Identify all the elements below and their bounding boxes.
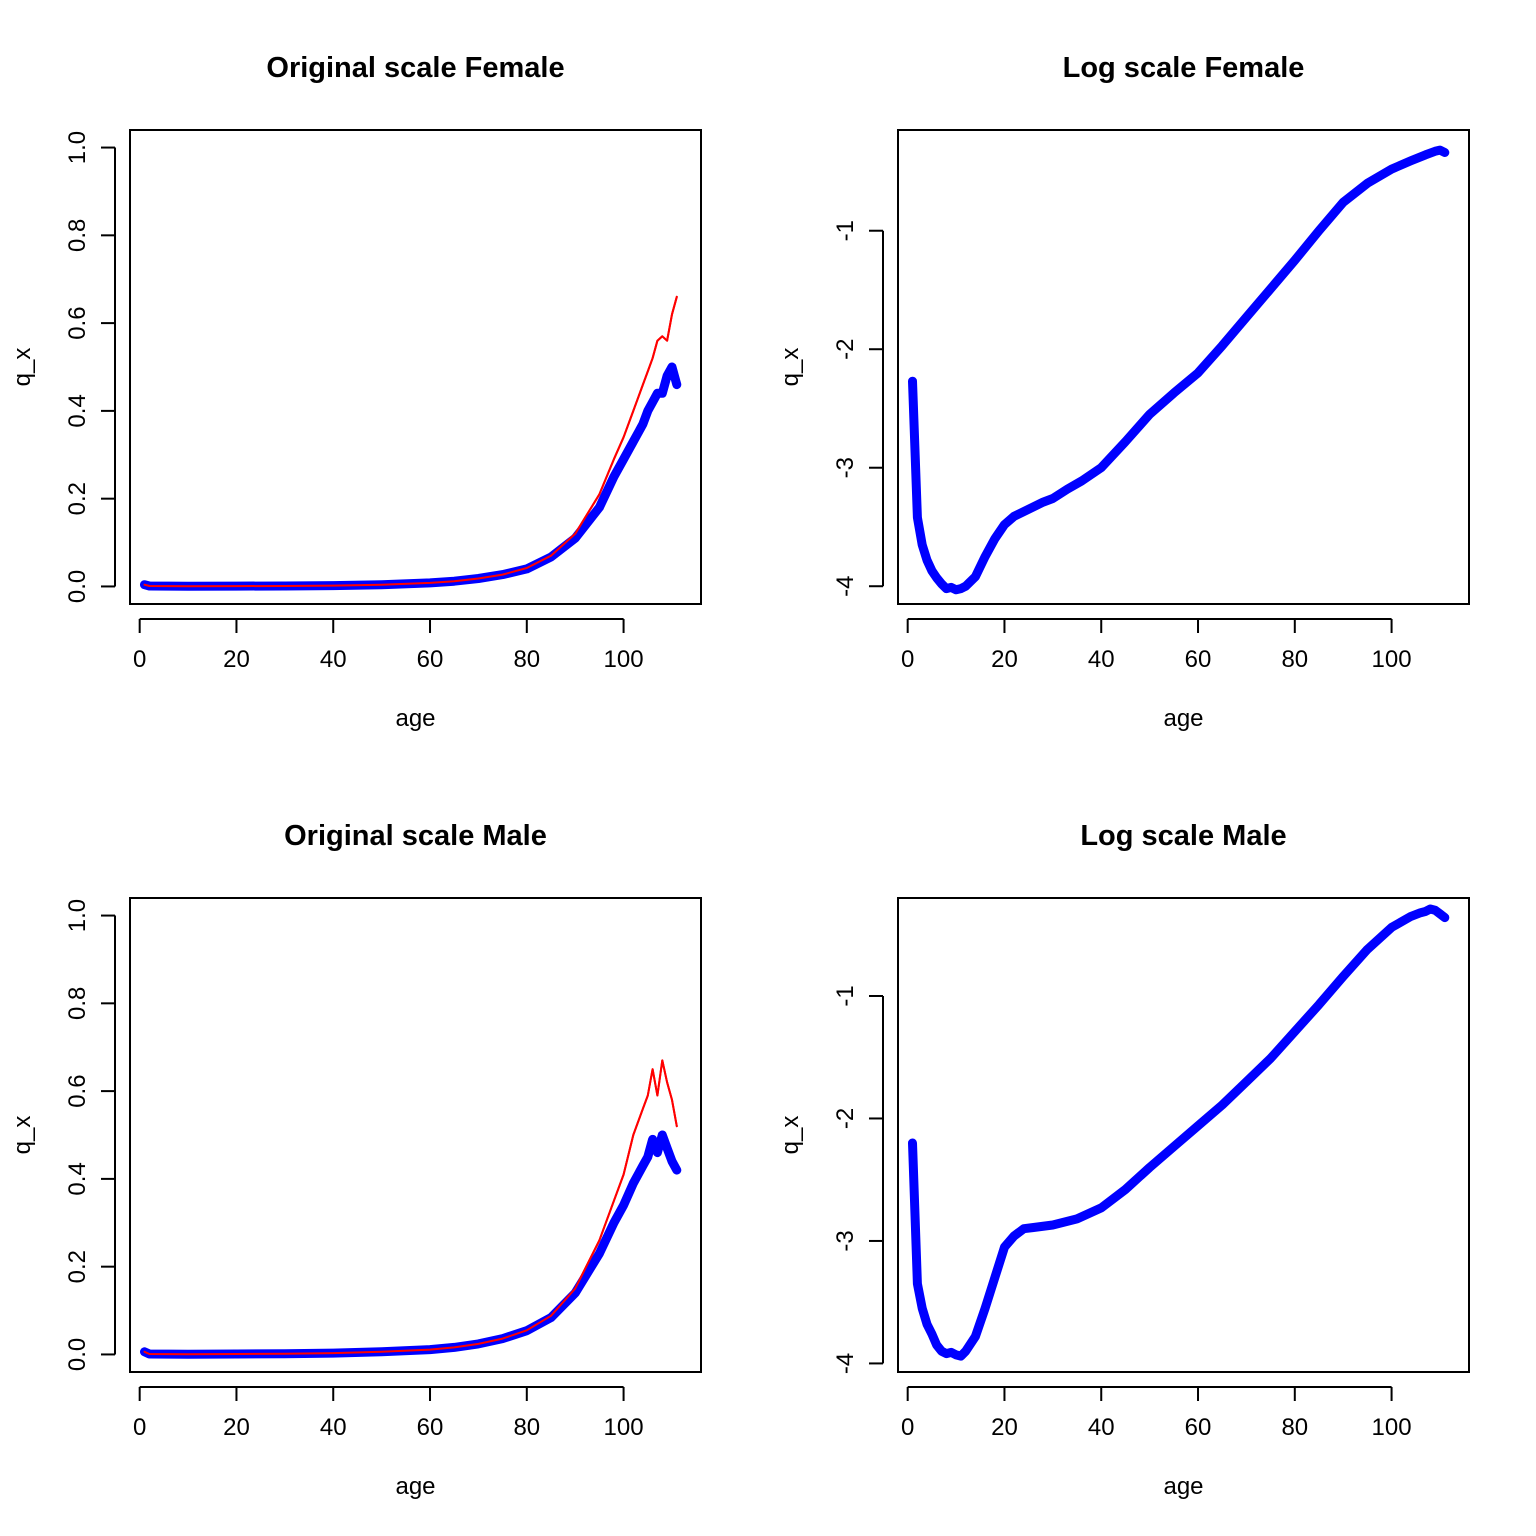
- x-tick-label: 20: [991, 1414, 1018, 1441]
- x-tick-label: 60: [417, 1414, 444, 1441]
- x-axis-label: age: [1163, 1473, 1203, 1500]
- series-line-thick: [140, 362, 682, 591]
- x-tick-label: 20: [223, 646, 250, 673]
- series-line-thin-overlay: [143, 1059, 678, 1356]
- plot-frame: [897, 897, 1470, 1373]
- y-tick-label: 0.6: [64, 1074, 91, 1107]
- y-tick-label: 0.2: [64, 482, 91, 515]
- y-tick-label: -4: [832, 1353, 859, 1374]
- series-line-thin: [143, 295, 678, 588]
- x-tick-label: 0: [133, 1414, 146, 1441]
- y-tick-label: 0.2: [64, 1250, 91, 1283]
- y-tick-label: 1.0: [64, 131, 91, 164]
- series-line-thin: [143, 1059, 678, 1356]
- x-axis-label: age: [395, 1473, 435, 1500]
- y-tick-label: 0.4: [64, 394, 91, 427]
- series-line-thick: [908, 145, 1450, 595]
- x-axis: 0 20 40 60 80 100: [901, 618, 1412, 673]
- series-line-thin-overlay: [143, 295, 678, 588]
- x-tick-label: 100: [1372, 646, 1412, 673]
- y-tick-label: -3: [832, 457, 859, 478]
- x-tick-label: 80: [1281, 646, 1308, 673]
- y-tick-label: -2: [832, 339, 859, 360]
- chart-panel-2: Log scale Female 0 20 40 60 80 100 age -4 -3 -2 -1 q…: [777, 52, 1470, 732]
- y-tick-label: 0.8: [64, 987, 91, 1020]
- x-tick-label: 0: [901, 646, 914, 673]
- chart-title: Original scale Female: [266, 52, 564, 84]
- plot-frame: [129, 129, 702, 605]
- chart-title: Original scale Male: [284, 820, 547, 852]
- y-tick-label: 1.0: [64, 899, 91, 932]
- y-tick-label: 0.4: [64, 1162, 91, 1195]
- y-axis: -4 -3 -2 -1: [832, 220, 884, 597]
- plot-frame: [897, 129, 1470, 605]
- x-tick-label: 40: [1088, 646, 1115, 673]
- x-tick-label: 40: [320, 1414, 347, 1441]
- y-tick-label: -4: [832, 576, 859, 597]
- x-tick-label: 80: [513, 646, 540, 673]
- x-tick-label: 0: [901, 1414, 914, 1441]
- x-tick-label: 20: [991, 646, 1018, 673]
- chart-title: Log scale Female: [1063, 52, 1305, 84]
- x-tick-label: 60: [1185, 1414, 1212, 1441]
- y-axis-label: q_x: [9, 348, 36, 387]
- y-axis: -4 -3 -2 -1: [832, 985, 884, 1374]
- x-axis: 0 20 40 60 80 100: [901, 1386, 1412, 1441]
- chart-panel-3: Original scale Male 0 20 40 60 80 100 age 0.0 0.2…: [9, 820, 702, 1500]
- y-tick-label: 0.0: [64, 1338, 91, 1371]
- y-axis: 0.0 0.2 0.4 0.6 0.8 1.0: [64, 131, 116, 603]
- x-tick-label: 100: [604, 1414, 644, 1441]
- x-tick-label: 40: [320, 646, 347, 673]
- chart-panel-4: Log scale Male 0 20 40 60 80 100 age -4 -3 -2 -1 q_x: [777, 820, 1470, 1500]
- series-line-thick: [908, 904, 1450, 1361]
- x-axis: 0 20 40 60 80 100: [133, 1386, 644, 1441]
- y-tick-label: -1: [832, 985, 859, 1006]
- y-axis-label: q_x: [777, 348, 804, 387]
- x-axis-label: age: [1163, 705, 1203, 732]
- x-axis-label: age: [395, 705, 435, 732]
- x-tick-label: 80: [513, 1414, 540, 1441]
- x-tick-label: 60: [417, 646, 444, 673]
- y-tick-label: 0.6: [64, 306, 91, 339]
- x-tick-label: 60: [1185, 646, 1212, 673]
- x-tick-label: 100: [1372, 1414, 1412, 1441]
- x-tick-label: 80: [1281, 1414, 1308, 1441]
- y-tick-label: 0.8: [64, 219, 91, 252]
- plot-frame: [129, 897, 702, 1373]
- x-tick-label: 0: [133, 646, 146, 673]
- x-tick-label: 100: [604, 646, 644, 673]
- y-axis: 0.0 0.2 0.4 0.6 0.8 1.0: [64, 899, 116, 1371]
- y-axis-label: q_x: [777, 1116, 804, 1155]
- y-axis-label: q_x: [9, 1116, 36, 1155]
- y-tick-label: -2: [832, 1108, 859, 1129]
- x-tick-label: 20: [223, 1414, 250, 1441]
- y-tick-label: 0.0: [64, 570, 91, 603]
- x-axis: 0 20 40 60 80 100: [133, 618, 644, 673]
- chart-title: Log scale Male: [1080, 820, 1286, 852]
- y-tick-label: -1: [832, 220, 859, 241]
- y-tick-label: -3: [832, 1230, 859, 1251]
- x-tick-label: 40: [1088, 1414, 1115, 1441]
